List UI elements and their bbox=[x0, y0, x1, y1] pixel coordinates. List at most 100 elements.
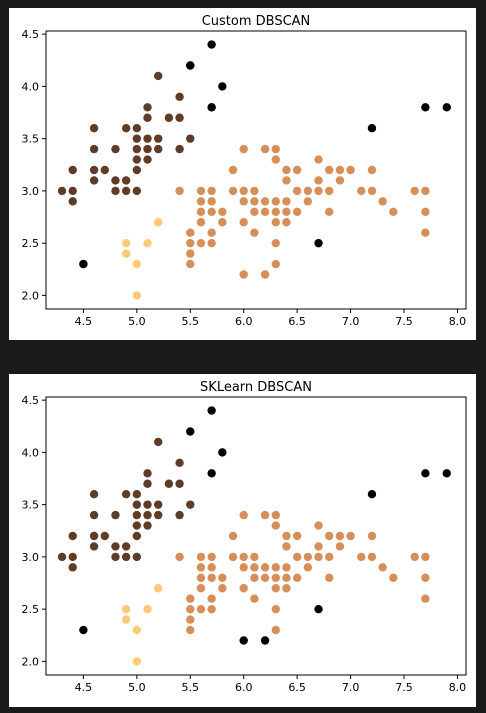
data-point bbox=[196, 573, 206, 582]
data-point bbox=[367, 124, 377, 133]
data-point bbox=[303, 186, 313, 196]
data-point bbox=[68, 165, 77, 175]
data-point bbox=[143, 510, 152, 520]
data-point bbox=[196, 552, 206, 562]
data-point bbox=[335, 165, 345, 175]
data-point bbox=[186, 61, 195, 70]
data-point bbox=[68, 186, 77, 196]
data-point bbox=[121, 249, 131, 258]
data-point bbox=[207, 552, 216, 562]
data-point bbox=[143, 134, 152, 143]
data-point bbox=[228, 165, 238, 175]
axes-frame bbox=[45, 396, 467, 676]
data-point bbox=[132, 625, 142, 635]
data-point bbox=[325, 573, 334, 582]
data-point bbox=[303, 197, 313, 206]
chart-panel-custom-dbscan: Custom DBSCAN 4.5 5.0 5.5 6.0 6.5 7.0 7.5 8.0 2.0… bbox=[9, 8, 476, 340]
x-tick-label: 5.0 bbox=[128, 681, 146, 694]
data-point bbox=[132, 259, 142, 269]
data-point bbox=[111, 176, 120, 185]
data-point bbox=[303, 552, 313, 562]
data-point bbox=[282, 542, 291, 551]
data-point bbox=[292, 552, 302, 562]
data-point bbox=[186, 625, 195, 635]
data-point bbox=[271, 155, 280, 164]
data-point bbox=[132, 155, 142, 164]
data-point bbox=[207, 228, 216, 237]
x-tick-label: 7.5 bbox=[395, 681, 413, 694]
data-point bbox=[292, 186, 302, 196]
data-point bbox=[143, 103, 152, 112]
data-point bbox=[175, 458, 184, 468]
data-point bbox=[186, 615, 195, 624]
x-tick-label: 6.5 bbox=[288, 681, 306, 694]
data-point bbox=[154, 510, 163, 520]
data-point bbox=[250, 594, 259, 603]
y-tick-label: 3.5 bbox=[22, 499, 40, 512]
data-point bbox=[271, 207, 280, 216]
data-point bbox=[239, 270, 248, 279]
data-point bbox=[239, 197, 248, 206]
data-point bbox=[207, 40, 216, 49]
data-point bbox=[421, 186, 430, 196]
data-point bbox=[196, 207, 206, 216]
data-point bbox=[143, 469, 152, 478]
data-point bbox=[421, 573, 430, 582]
data-point bbox=[325, 165, 334, 175]
data-point bbox=[260, 563, 270, 572]
data-point bbox=[89, 531, 99, 541]
data-point bbox=[154, 134, 163, 143]
data-point bbox=[314, 155, 323, 164]
data-point bbox=[143, 521, 152, 530]
data-point bbox=[143, 238, 152, 248]
chart-panel-sklearn-dbscan: SKLearn DBSCAN 4.5 5.0 5.5 6.0 6.5 7.0 7.5 8.0 2.… bbox=[9, 374, 476, 707]
data-point bbox=[218, 82, 227, 91]
data-point bbox=[196, 186, 206, 196]
data-point bbox=[378, 563, 387, 572]
data-point bbox=[421, 207, 430, 216]
data-point bbox=[314, 552, 323, 562]
data-point bbox=[68, 552, 77, 562]
data-point bbox=[410, 552, 419, 562]
data-point bbox=[218, 448, 227, 457]
data-point bbox=[196, 197, 206, 206]
data-point bbox=[121, 552, 131, 562]
data-point bbox=[175, 113, 184, 122]
data-point bbox=[207, 594, 216, 603]
data-point bbox=[260, 270, 270, 279]
data-point bbox=[186, 604, 195, 614]
data-point bbox=[132, 124, 142, 133]
data-point bbox=[154, 144, 163, 154]
data-point bbox=[143, 113, 152, 122]
chart-title: SKLearn DBSCAN bbox=[200, 380, 312, 395]
data-point bbox=[207, 197, 216, 206]
data-point bbox=[132, 500, 142, 509]
data-point bbox=[132, 490, 142, 499]
data-point bbox=[239, 144, 248, 154]
data-point bbox=[357, 186, 366, 196]
data-point bbox=[132, 521, 142, 530]
data-point bbox=[143, 500, 152, 509]
data-point bbox=[196, 238, 206, 248]
data-point bbox=[325, 207, 334, 216]
y-tick-label: 4.0 bbox=[22, 446, 40, 459]
data-point bbox=[89, 144, 99, 154]
x-tick-label: 6.5 bbox=[288, 315, 306, 328]
data-point bbox=[239, 636, 248, 645]
data-point bbox=[282, 584, 291, 593]
x-tick-label: 8.0 bbox=[449, 681, 467, 694]
data-point bbox=[143, 479, 152, 488]
data-point bbox=[442, 469, 451, 478]
data-point bbox=[132, 144, 142, 154]
data-point bbox=[271, 521, 280, 530]
data-point bbox=[57, 552, 67, 562]
data-point bbox=[421, 594, 430, 603]
data-point bbox=[335, 531, 345, 541]
x-tick-label: 7.0 bbox=[342, 681, 360, 694]
data-point bbox=[186, 259, 195, 269]
data-point bbox=[207, 238, 216, 248]
data-point bbox=[207, 406, 216, 415]
y-tick-label: 2.5 bbox=[22, 237, 40, 250]
data-point bbox=[228, 186, 238, 196]
data-point bbox=[314, 521, 323, 530]
